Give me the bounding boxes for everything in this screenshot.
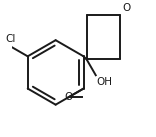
Text: O: O: [64, 92, 72, 102]
Text: OH: OH: [96, 77, 112, 87]
Text: O: O: [122, 3, 130, 13]
Text: Cl: Cl: [6, 34, 16, 44]
